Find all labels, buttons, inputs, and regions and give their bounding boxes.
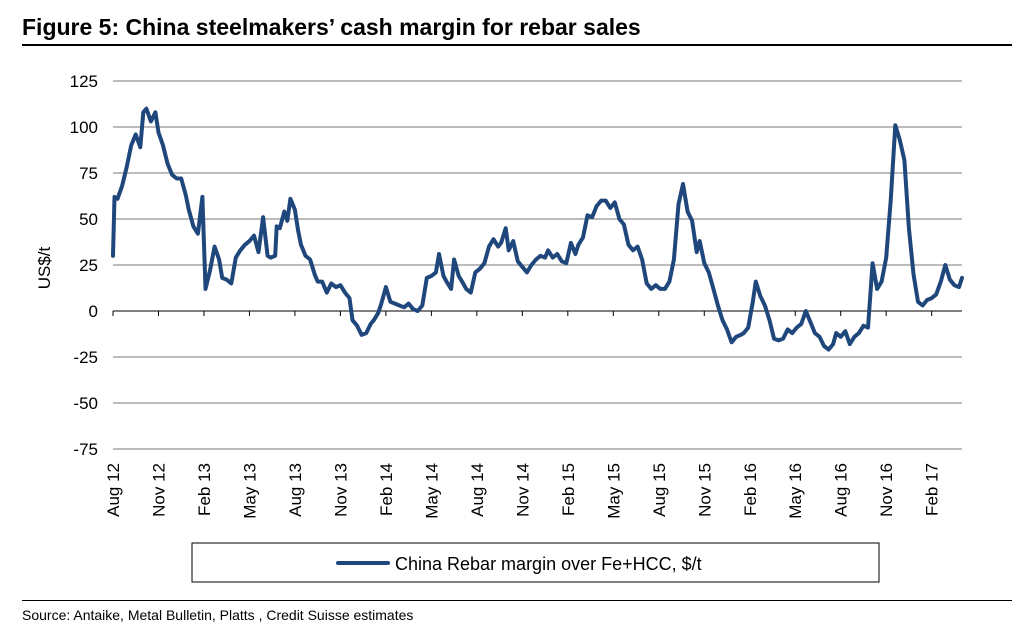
x-tick-label: Nov 14 — [513, 463, 532, 517]
x-tick-label: Feb 13 — [195, 463, 214, 516]
y-tick-labels: 125 100 75 50 25 0 -25 -50 -75 — [70, 72, 98, 459]
x-tick-label: Aug 14 — [468, 463, 487, 517]
gridlines — [113, 80, 962, 450]
legend-label: China Rebar margin over Fe+HCC, $/t — [395, 554, 702, 574]
x-tick-label: May 16 — [786, 463, 805, 519]
x-tick-label: Nov 12 — [149, 463, 168, 517]
x-tick-label: Feb 16 — [741, 463, 760, 516]
x-tick-label: May 15 — [604, 463, 623, 519]
legend: China Rebar margin over Fe+HCC, $/t — [191, 542, 880, 583]
title-rule — [22, 44, 1012, 46]
x-tick-label: May 13 — [240, 463, 259, 519]
x-ticks — [112, 311, 933, 316]
y-tick-label: 125 — [70, 72, 98, 91]
y-tick-label: 25 — [79, 256, 98, 275]
chart: 125 100 75 50 25 0 -25 -50 -75 Aug 12 Nov 12 Feb 1… — [35, 72, 964, 583]
x-tick-label: May 14 — [422, 463, 441, 519]
x-tick-label: Aug 13 — [286, 463, 305, 517]
x-tick-label: Feb 14 — [377, 463, 396, 516]
x-tick-label: Aug 15 — [650, 463, 669, 517]
x-tick-label: Nov 15 — [695, 463, 714, 517]
y-tick-label: 100 — [70, 118, 98, 137]
y-tick-label: 50 — [79, 210, 98, 229]
x-tick-labels: Aug 12 Nov 12 Feb 13 May 13 Aug 13 Nov 13 Feb … — [104, 463, 942, 519]
x-tick-label: Feb 17 — [923, 463, 942, 516]
x-tick-label: Feb 15 — [559, 463, 578, 516]
y-tick-label: -25 — [73, 348, 98, 367]
y-tick-label: 0 — [89, 302, 98, 321]
x-tick-label: Nov 13 — [331, 463, 350, 517]
y-tick-label: -75 — [73, 440, 98, 459]
legend-box — [191, 542, 880, 583]
source-note: Source: Antaike, Metal Bulletin, Platts … — [22, 607, 414, 623]
page-title: Figure 5: China steelmakers’ cash margin… — [22, 14, 641, 40]
x-tick-label: Nov 16 — [877, 463, 896, 517]
x-tick-label: Aug 16 — [832, 463, 851, 517]
y-axis-label: US$/t — [35, 246, 54, 289]
y-tick-label: -50 — [73, 394, 98, 413]
x-tick-label: Aug 12 — [104, 463, 123, 517]
y-tick-label: 75 — [79, 164, 98, 183]
series-line-rebar-margin — [111, 106, 964, 352]
source-rule — [22, 600, 1012, 601]
